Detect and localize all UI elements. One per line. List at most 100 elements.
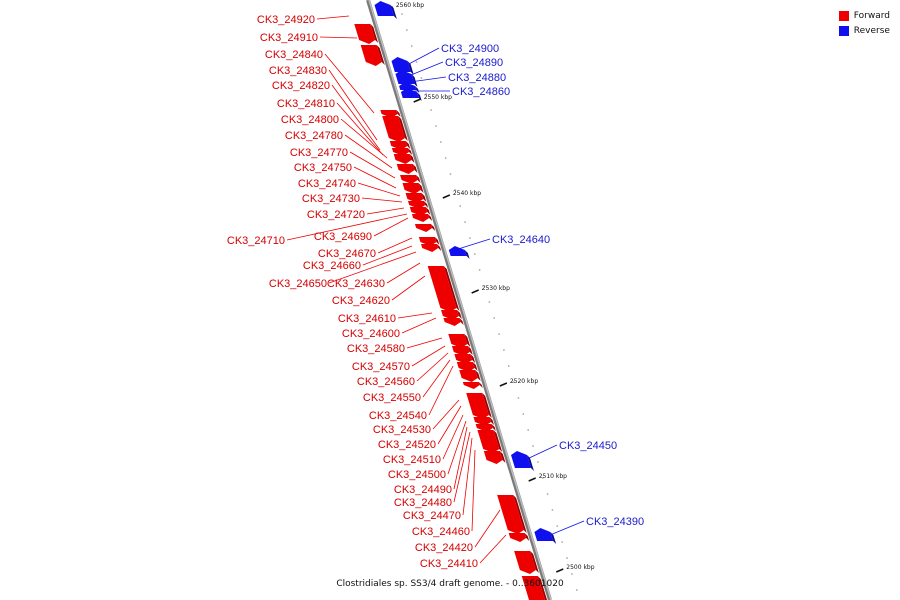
forward-gene-label: CK3_24780 [285,130,343,142]
forward-leader-line [401,317,437,334]
forward-gene-label: CK3_24470 [403,510,461,522]
forward-gene-label: CK3_24830 [269,65,327,77]
gene-arrow [399,82,416,86]
gene-face [409,207,428,212]
major-tick [442,194,451,199]
gene-face [389,141,408,146]
forward-gene-label: CK3_24490 [394,484,452,496]
forward-leader-line [391,275,426,301]
gene-arrow [413,218,430,222]
gene-side [527,455,534,471]
forward-leader-line [386,262,421,284]
gene-face [448,334,468,344]
gene-arrow [391,57,408,61]
gene-arrow [448,246,465,250]
forward-leader-line [373,217,409,237]
gene-face [448,250,467,256]
forward-leader-line [416,352,449,382]
forward-gene-label: CK3_24630 [327,278,385,290]
gene-arrow [388,138,405,142]
forward-leader-line [324,53,375,114]
gene-face [396,164,415,170]
forward-gene-block [462,382,483,389]
forward-gene-label: CK3_24460 [412,526,470,538]
forward-leader-line [316,15,350,20]
gene-arrow [398,170,415,174]
forward-gene-block [402,183,424,194]
gene-side [478,382,483,388]
gene-face [421,244,439,248]
gene-side [530,551,539,573]
gene-face [407,201,426,205]
forward-gene-block [443,318,464,326]
forward-gene-block [382,116,408,142]
gene-side [398,116,408,141]
gene-face [521,576,545,600]
forward-gene-label: CK3_24910 [260,32,318,44]
gene-face [473,417,492,422]
gene-face [360,45,382,62]
gene-face [405,193,424,199]
forward-gene-label: CK3_24530 [373,424,431,436]
gene-face [459,370,478,378]
gene-arrow [395,160,412,164]
gene-arrow [400,88,417,92]
forward-gene-label: CK3_24500 [388,469,446,481]
forward-gene-label: CK3_24410 [420,558,478,570]
gene-face [441,310,459,316]
forward-leader-line [453,431,471,503]
forward-gene-block [414,224,436,232]
forward-leader-line [353,166,397,189]
forward-gene-label: CK3_24740 [298,178,356,190]
forward-gene-block [360,45,385,66]
forward-leader-line [397,312,433,319]
forward-gene-label: CK3_24840 [265,49,323,61]
forward-gene-label: CK3_24600 [342,328,400,340]
forward-leader-line [406,337,443,349]
forward-gene-label: CK3_24660 [303,260,361,272]
forward-leader-line [357,182,401,197]
forward-swatch [838,10,849,21]
forward-leader-line [349,151,396,179]
forward-gene-block [396,164,418,174]
gene-side [416,175,421,183]
gene-side [412,164,418,173]
gene-arrow [404,190,421,194]
forward-leader-line [344,134,393,169]
gene-side [427,214,433,221]
axis-shadow [366,0,552,600]
forward-leader-line [462,437,473,516]
gene-face [354,24,376,40]
gene-side [524,533,530,541]
gene-side [475,370,481,381]
gene-side [482,393,492,418]
gene-side [416,92,422,101]
tick-label: 2510 kbp [539,473,567,480]
gene-arrow [463,385,480,389]
forward-leader-line [471,449,476,532]
major-tick [528,477,536,482]
gene-side [537,576,548,600]
major-tick [555,568,564,573]
gene-side [513,495,527,533]
forward-leader-line [447,420,467,475]
gene-side [390,5,397,19]
legend-reverse-label: Reverse [853,25,890,36]
axis-highlight [368,0,552,600]
gene-side [370,24,379,43]
tick-marks: 2560 kbp 2550 kbp 2540 kbp 2530 kbp 2520 kbp… [385,2,595,591]
forward-gene-label: CK3_24710 [227,235,285,247]
gene-side [489,417,495,425]
gene-face [393,154,412,160]
gene-arrow [374,1,391,5]
gene-face [477,430,500,449]
gene-face [391,61,411,72]
gene-face [475,424,493,428]
legend-forward-label: Forward [853,10,890,21]
gene-side [376,45,385,65]
gene-arrow [422,248,439,252]
gene-side [430,224,436,231]
forward-leader-line [319,36,358,39]
forward-leader-line [331,84,381,151]
